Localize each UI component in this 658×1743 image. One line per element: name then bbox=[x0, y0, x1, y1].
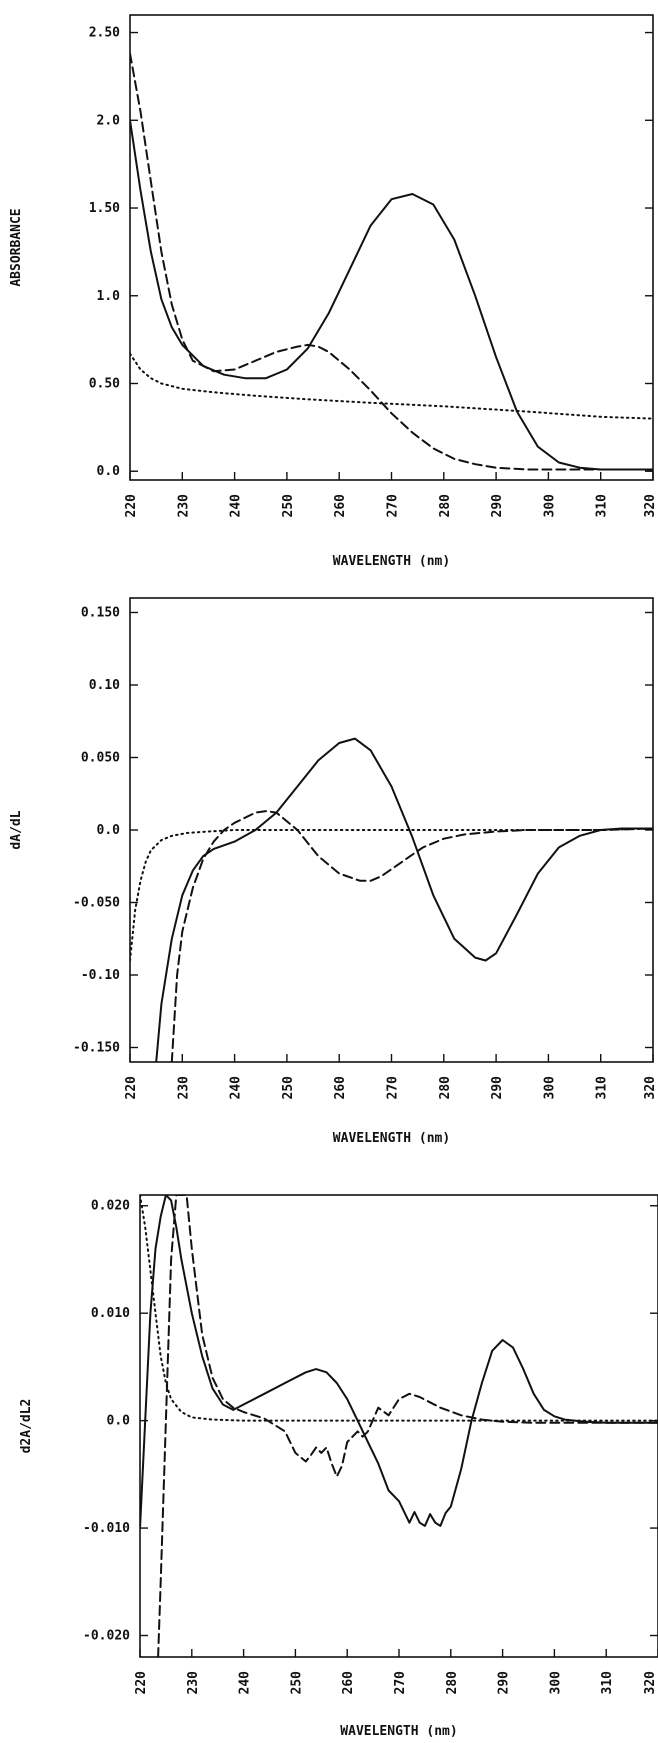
absorbance-chart: 0.0 0.50 1.0 1.50 2.0 2.50 220 230 240 250 260 270 2… bbox=[9, 14, 658, 569]
x-tick-label: 310 bbox=[595, 1076, 610, 1100]
x-axis-label: WAVELENGTH (nm) bbox=[340, 1724, 457, 1739]
first-derivative-chart: -0.150 -0.10 -0.050 0.0 0.050 0.10 0.150 220 230… bbox=[9, 597, 658, 1146]
y-tick-label: 2.0 bbox=[97, 113, 121, 128]
y-tick-label: 1.50 bbox=[89, 201, 120, 216]
y-tick-label: 0.50 bbox=[89, 376, 120, 391]
plot-frame bbox=[139, 1194, 658, 1658]
y-tick-label: -0.150 bbox=[73, 1041, 120, 1056]
x-tick-label: 230 bbox=[186, 1671, 201, 1695]
x-tick-label: 230 bbox=[176, 1076, 191, 1100]
y-tick-label: 0.0 bbox=[97, 823, 121, 838]
x-tick-label: 300 bbox=[542, 494, 557, 518]
x-axis-label: WAVELENGTH (nm) bbox=[333, 554, 450, 569]
y-axis-label: dA/dL bbox=[9, 810, 24, 849]
series-dashed-line bbox=[157, 1195, 658, 1657]
x-tick-label: 260 bbox=[333, 1076, 348, 1100]
series-dotted-line bbox=[140, 1195, 658, 1422]
x-tick-label: 250 bbox=[289, 1671, 304, 1695]
x-tick-label: 280 bbox=[445, 1671, 460, 1695]
x-tick-label: 250 bbox=[281, 1076, 296, 1100]
x-tick-label: 260 bbox=[341, 1671, 356, 1695]
y-tick-label: 0.0 bbox=[107, 1414, 131, 1429]
x-axis-label: WAVELENGTH (nm) bbox=[333, 1131, 450, 1146]
y-tick-label: 0.050 bbox=[81, 751, 120, 766]
series-solid-line bbox=[140, 1195, 658, 1530]
x-tick-label: 230 bbox=[176, 494, 191, 518]
x-tick-label: 240 bbox=[229, 1076, 244, 1100]
x-tick-label: 220 bbox=[124, 494, 139, 518]
x-tick-label: 300 bbox=[548, 1671, 563, 1695]
x-tick-label: 220 bbox=[134, 1671, 149, 1695]
x-tick-label: 260 bbox=[333, 494, 348, 518]
y-axis-label: ABSORBANCE bbox=[9, 208, 24, 286]
y-tick-label: -0.010 bbox=[83, 1521, 130, 1536]
x-tick-label: 240 bbox=[238, 1671, 253, 1695]
y-tick-label: 0.010 bbox=[91, 1306, 130, 1321]
second-derivative-chart: -0.020 -0.010 0.0 0.010 0.020 220 230 240 250 260… bbox=[19, 1194, 658, 1739]
x-tick-label: 320 bbox=[643, 494, 658, 518]
y-tick-label: 1.0 bbox=[97, 289, 121, 304]
y-tick-label: 2.50 bbox=[89, 26, 120, 41]
x-tick-label: 310 bbox=[600, 1671, 615, 1695]
plot-frame bbox=[129, 14, 654, 481]
x-tick-label: 270 bbox=[393, 1671, 408, 1695]
series-solid-line bbox=[155, 737, 653, 1062]
y-tick-label: 0.020 bbox=[91, 1199, 130, 1214]
x-tick-label: 310 bbox=[595, 494, 610, 518]
x-tick-label: 290 bbox=[490, 1076, 505, 1100]
x-tick-label: 270 bbox=[386, 1076, 401, 1100]
x-tick-label: 300 bbox=[542, 1076, 557, 1100]
series-dashed-line bbox=[170, 810, 653, 1062]
y-tick-label: -0.020 bbox=[83, 1629, 130, 1644]
x-tick-label: 320 bbox=[643, 1076, 658, 1100]
x-tick-label: 280 bbox=[438, 1076, 453, 1100]
x-tick-label: 290 bbox=[497, 1671, 512, 1695]
x-tick-label: 270 bbox=[386, 494, 401, 518]
x-tick-label: 250 bbox=[281, 494, 296, 518]
x-tick-label: 320 bbox=[643, 1671, 658, 1695]
y-tick-label: -0.050 bbox=[73, 896, 120, 911]
x-tick-label: 290 bbox=[490, 494, 505, 518]
y-tick-label: 0.150 bbox=[81, 606, 120, 621]
x-tick-label: 280 bbox=[438, 494, 453, 518]
series-dotted-line bbox=[130, 827, 653, 962]
x-tick-label: 240 bbox=[229, 494, 244, 518]
y-axis-label: d2A/dL2 bbox=[19, 1399, 34, 1454]
series-solid-line bbox=[130, 119, 653, 471]
x-tick-label: 220 bbox=[124, 1076, 139, 1100]
y-tick-label: 0.0 bbox=[97, 464, 121, 479]
series-dotted-line bbox=[130, 352, 653, 420]
y-tick-label: 0.10 bbox=[89, 678, 120, 693]
y-tick-label: -0.10 bbox=[81, 968, 120, 983]
series-dashed-line bbox=[130, 52, 653, 471]
